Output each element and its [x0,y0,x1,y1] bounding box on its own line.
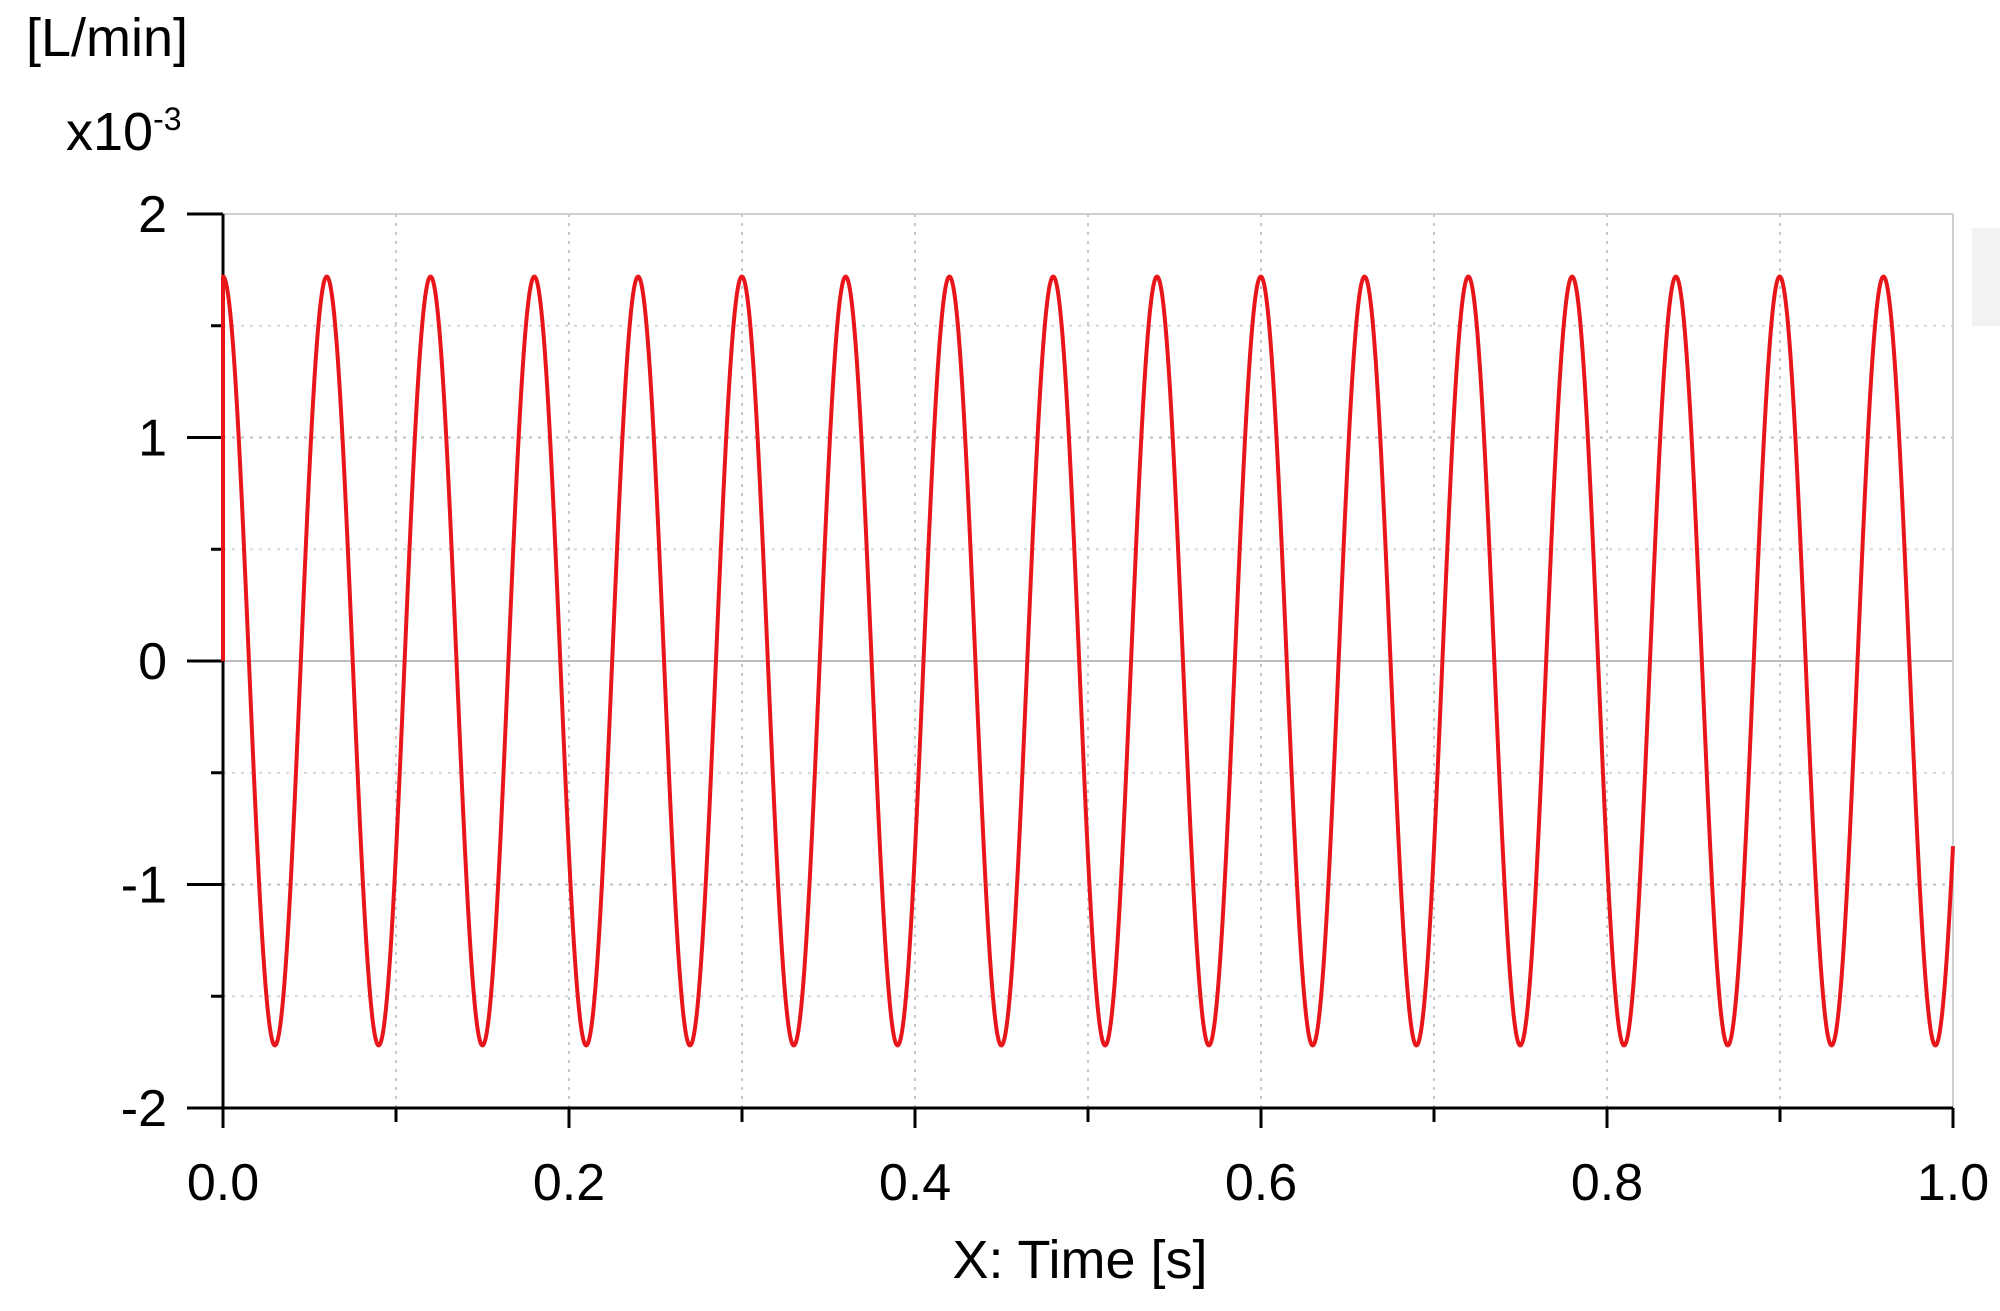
side-panel-strip [1972,228,2000,326]
y-scale-exponent: -3 [153,101,181,137]
y-tick-label: 2 [138,186,167,244]
series-line [221,274,1955,1048]
y-tick-label: -1 [121,857,167,915]
x-tick-label: 0.6 [1225,1154,1297,1212]
series-group [221,274,1955,1048]
x-axis-label: X: Time [s] [952,1230,1207,1290]
y-tick-label: -2 [121,1080,167,1138]
x-tick-label: 0.4 [879,1154,951,1212]
x-tick-label: 1.0 [1917,1154,1989,1212]
y-tick-label: 0 [138,633,167,691]
y-axis-scale: x10-3 [66,101,182,162]
x-tick-label: 0.8 [1571,1154,1643,1212]
x-tick-label: 0.0 [187,1154,259,1212]
y-tick-label: 1 [138,410,167,468]
tick-labels: 2 1 0 -1 -2 0.0 0.2 0.4 0.6 0.8 1.0 [121,186,1989,1212]
y-scale-prefix: x10 [66,102,153,162]
x-tick-label: 0.2 [533,1154,605,1212]
y-axis-label: [L/min] [26,8,188,68]
